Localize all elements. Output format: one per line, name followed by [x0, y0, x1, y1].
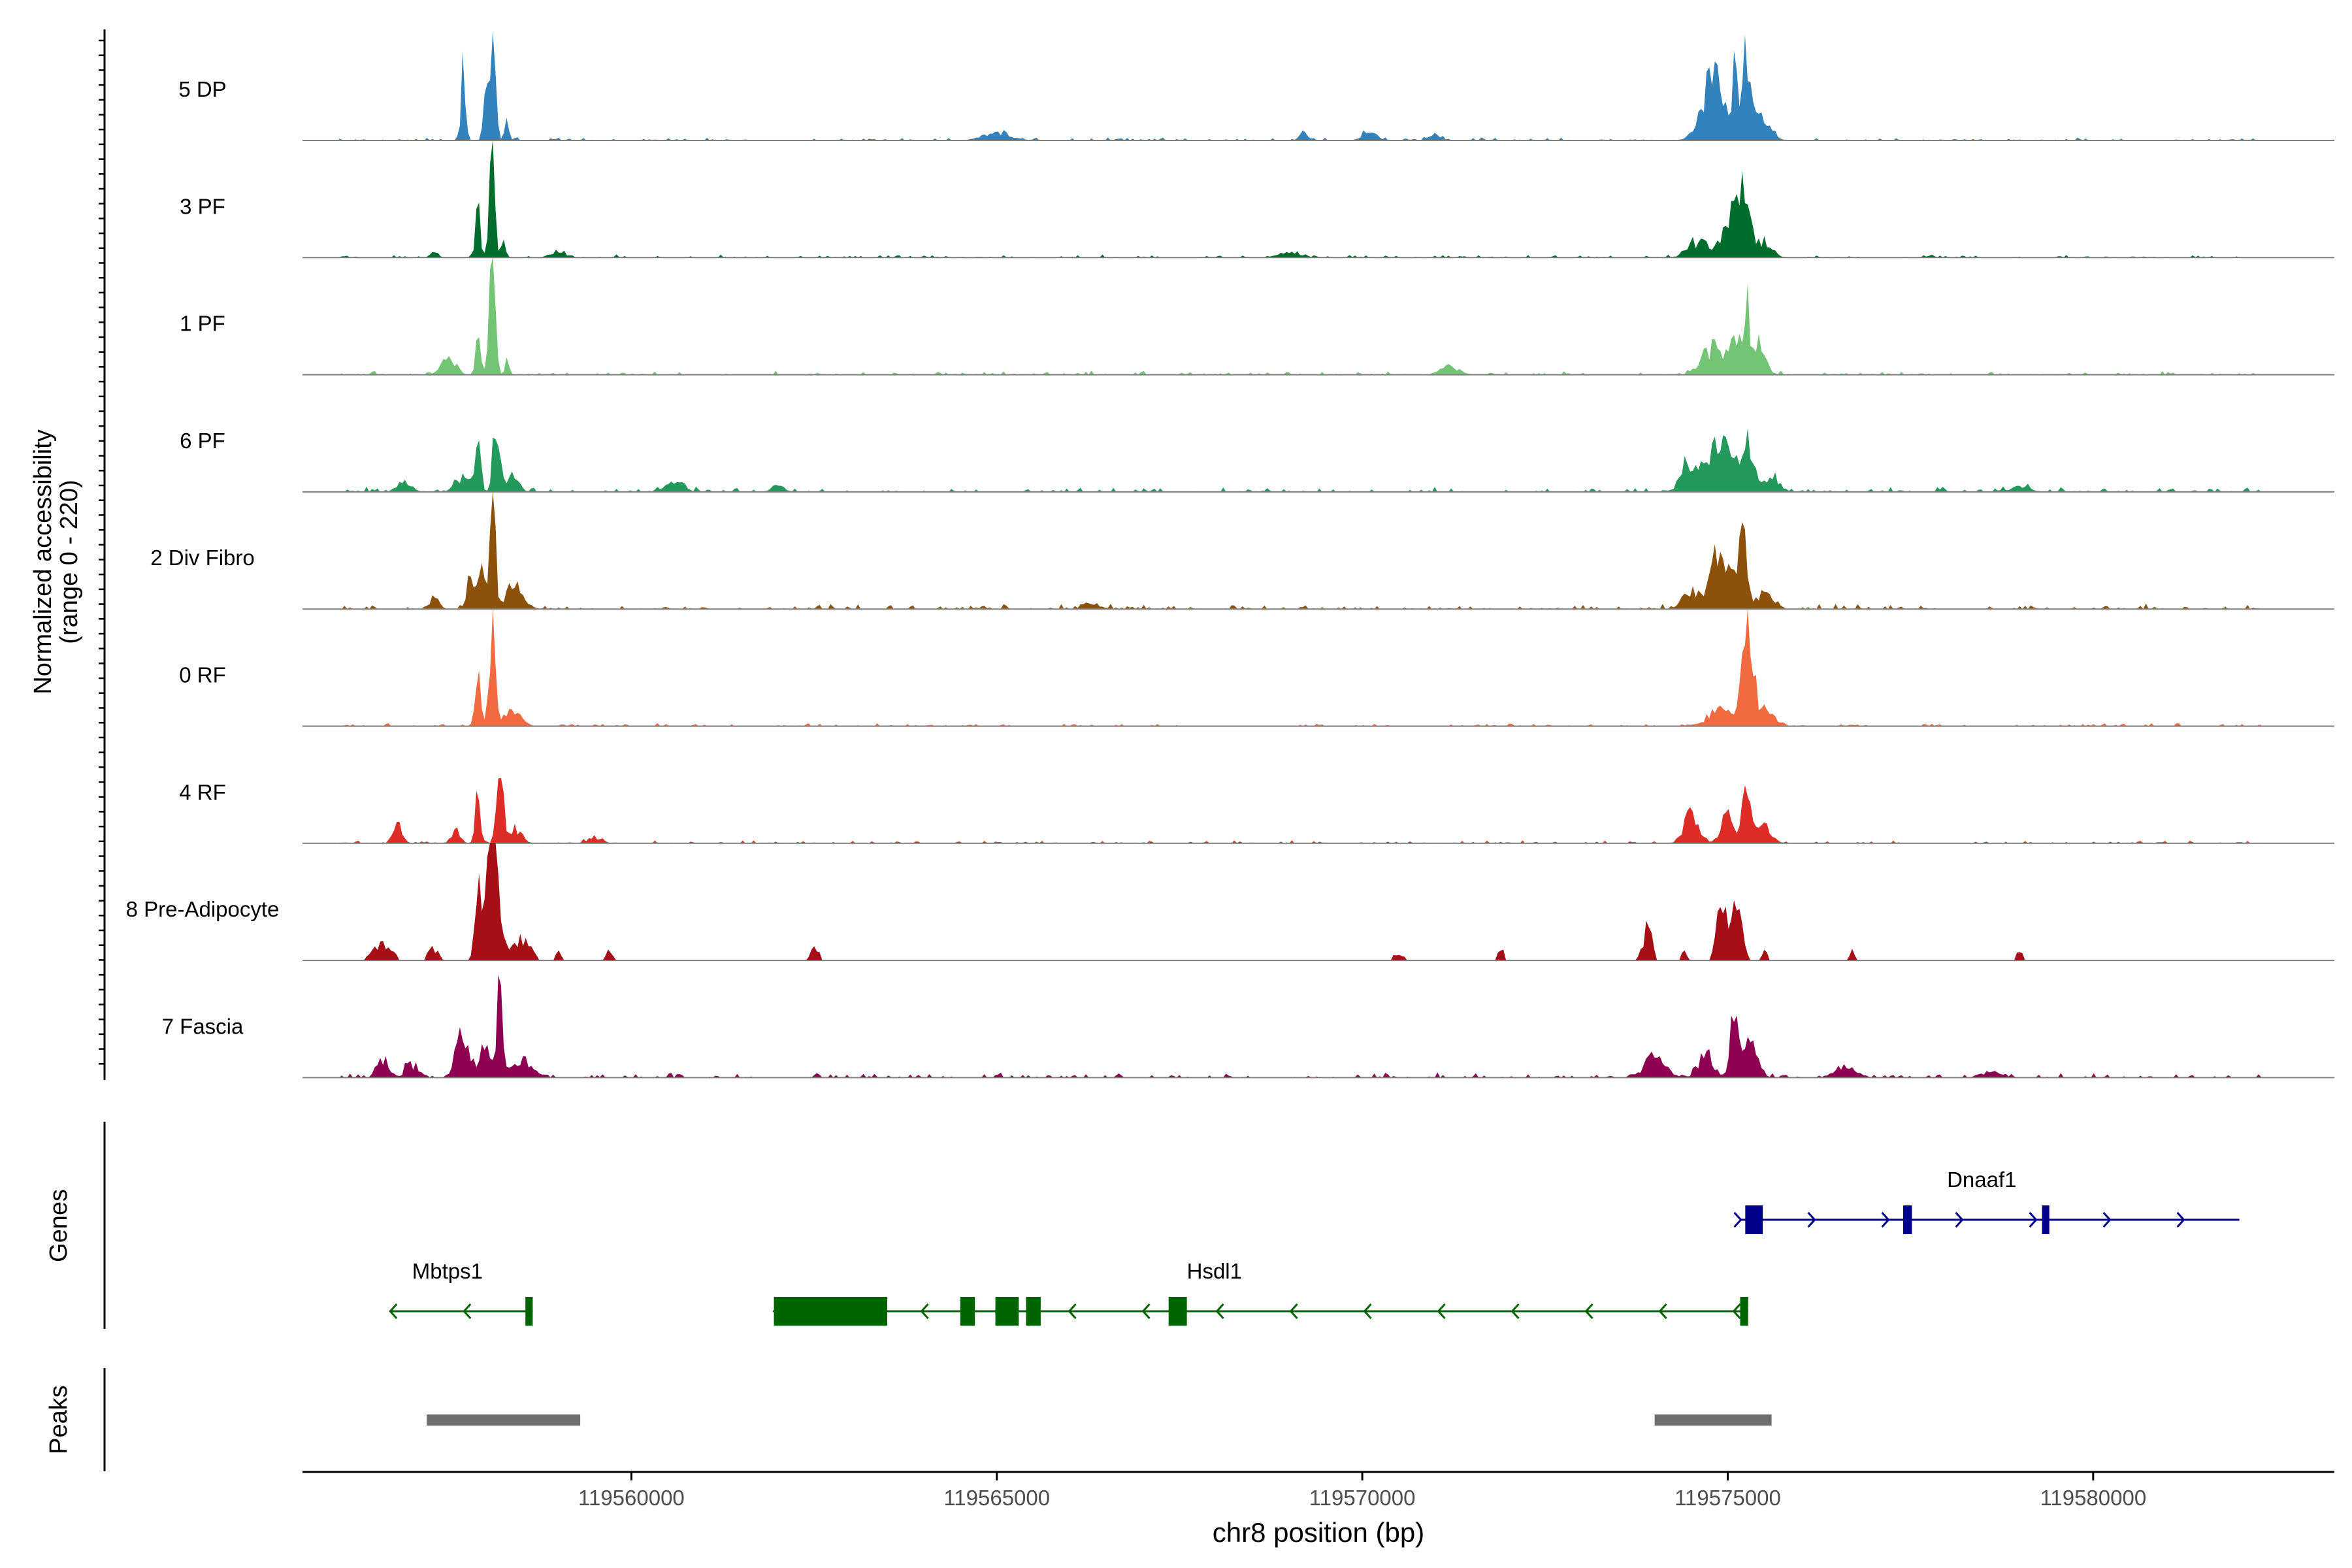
- track-labels: 5 DP 3 PF 1 PF 6 PF 2 Div Fibro 0 RF 4 RF 8 Pre…: [126, 77, 280, 1038]
- peak-region-bar: [1654, 1414, 1772, 1426]
- peak-regions: [427, 1414, 1772, 1426]
- track-label: 8 Pre-Adipocyte: [126, 897, 280, 921]
- x-ticks: 119560000 119565000 119570000 119575000 1195…: [578, 1472, 2146, 1510]
- x-tick-label: 119580000: [2040, 1486, 2146, 1510]
- track-label: 4 RF: [179, 780, 226, 804]
- gene-hsdl1-chevron: [1141, 1303, 1151, 1320]
- gene-hsdl1-exon: [1168, 1297, 1187, 1326]
- gene-dnaaf1-chevron: [2029, 1211, 2038, 1228]
- y-axis-label-line1: Normalized accessibility: [29, 429, 57, 694]
- gene-mbtps1-exon: [525, 1297, 533, 1326]
- gene-hsdl1-exon: [995, 1297, 1019, 1326]
- track-label: 1 PF: [180, 312, 225, 336]
- y-axis-label-line2: (range 0 - 220): [56, 480, 83, 644]
- x-axis-label: chr8 position (bp): [1213, 1517, 1425, 1548]
- track-label: 6 PF: [180, 429, 225, 453]
- gene-dnaaf1-chevron: [2176, 1211, 2185, 1228]
- gene-hsdl1-exon: [774, 1297, 887, 1326]
- gene-dnaaf1-chevron: [1881, 1211, 1890, 1228]
- gene-dnaaf1-exon: [1903, 1205, 1912, 1234]
- gene-hsdl1-chevron: [1289, 1303, 1298, 1320]
- gene-dnaaf1-chevron: [1955, 1211, 1964, 1228]
- genes-panel-label: Genes: [45, 1189, 73, 1262]
- gene-dnaaf1-exon: [2042, 1205, 2050, 1234]
- gene-dnaaf1-chevron: [1807, 1211, 1816, 1228]
- peak-region-bar: [427, 1414, 581, 1426]
- y-minor-ticks: [99, 39, 105, 1065]
- gene-annotations: Mbtps1 Hsdl1 Dnaaf1: [389, 1168, 2240, 1326]
- coverage-area-8-pre-adipocyte: [338, 843, 2262, 961]
- track-label: 2 Div Fibro: [150, 546, 255, 570]
- gene-hsdl1-chevron: [1363, 1303, 1372, 1320]
- coverage-tracks: [302, 31, 2334, 1079]
- gene-hsdl1-chevron: [1511, 1303, 1520, 1320]
- peaks-panel-label: Peaks: [45, 1385, 73, 1454]
- x-tick-label: 119575000: [1674, 1486, 1781, 1510]
- gene-hsdl1-chevron: [1437, 1303, 1446, 1320]
- gene-mbtps1-chevron: [463, 1303, 472, 1320]
- genes-panel: Genes Mbtps1 Hsdl1 Dnaaf1: [45, 1122, 2240, 1329]
- track-label: 7 Fascia: [162, 1014, 244, 1038]
- gene-dnaaf1-label: Dnaaf1: [1947, 1168, 2016, 1192]
- gene-dnaaf1-chevron: [1733, 1211, 1742, 1228]
- gene-dnaaf1-chevron: [2102, 1211, 2112, 1228]
- gene-hsdl1-chevron: [1215, 1303, 1224, 1320]
- gene-dnaaf1-exon: [1745, 1205, 1763, 1234]
- gene-hsdl1-chevron: [1658, 1303, 1667, 1320]
- gene-hsdl1-exon: [1740, 1297, 1748, 1326]
- gene-hsdl1-chevron: [1068, 1303, 1077, 1320]
- gene-hsdl1-exon: [960, 1297, 975, 1326]
- track-label: 3 PF: [180, 194, 225, 218]
- gene-hsdl1-chevron: [920, 1303, 929, 1320]
- peaks-panel: Peaks: [45, 1368, 1772, 1471]
- coverage-y-axis: Normalized accessibility (range 0 - 220): [29, 29, 106, 1080]
- gene-hsdl1-exon: [1026, 1297, 1041, 1326]
- x-tick-label: 119560000: [578, 1486, 685, 1510]
- coverage-area-7-fascia: [338, 975, 2262, 1078]
- gene-hsdl1-chevron: [1584, 1303, 1593, 1320]
- x-tick-label: 119565000: [943, 1486, 1050, 1510]
- gene-mbtps1-chevron: [389, 1303, 398, 1320]
- x-tick-label: 119570000: [1309, 1486, 1416, 1510]
- track-label: 0 RF: [179, 663, 226, 687]
- gene-hsdl1-chevron: [1732, 1303, 1741, 1320]
- x-axis: 119560000 119565000 119570000 119575000 1195…: [302, 1471, 2334, 1548]
- track-label: 5 DP: [178, 77, 226, 101]
- gene-mbtps1-label: Mbtps1: [412, 1259, 483, 1283]
- gene-hsdl1-label: Hsdl1: [1187, 1259, 1242, 1283]
